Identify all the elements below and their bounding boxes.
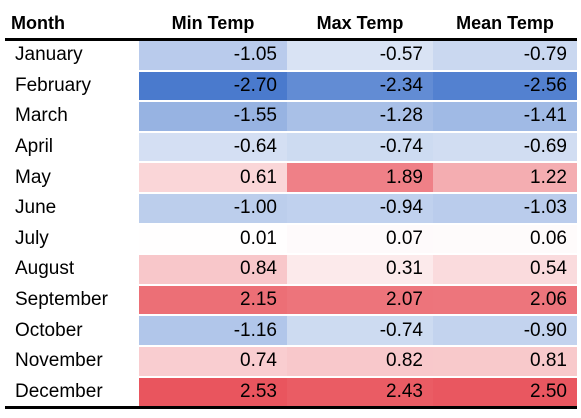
mean-temp-cell: -1.03 [433,192,577,225]
mean-temp-cell: 2.50 [433,376,577,410]
mean-temp-cell: -1.41 [433,101,577,133]
table-row: September 2.15 2.07 2.06 [5,284,577,317]
min-temp-cell: -1.05 [139,39,287,72]
table-row: December 2.53 2.43 2.50 [5,376,577,410]
month-cell: August [5,254,139,286]
min-temp-cell: 2.15 [139,284,287,317]
table-body: January -1.05 -0.57 -0.79 February -2.70 -2.34… [5,39,577,410]
month-cell: April [5,131,139,164]
month-cell: September [5,284,139,317]
table-row: April -0.64 -0.74 -0.69 [5,131,577,164]
month-column-header: Month [5,0,139,41]
table-row: June -1.00 -0.94 -1.03 [5,192,577,225]
mean-temp-cell: 0.54 [433,254,577,286]
max-temp-cell: -0.74 [287,131,433,164]
min-temp-cell: -1.00 [139,192,287,225]
heatmap-table: Month Min Temp Max Temp Mean Temp Januar… [5,0,577,410]
mean-temp-cell: 0.06 [433,223,577,256]
month-cell: July [5,223,139,256]
max-temp-cell: -0.57 [287,39,433,72]
header-row: Month Min Temp Max Temp Mean Temp [5,0,577,41]
table-row: November 0.74 0.82 0.81 [5,345,577,378]
mean-temp-cell: -0.69 [433,131,577,164]
max-temp-cell: 2.43 [287,376,433,410]
min-temp-cell: -1.16 [139,315,287,347]
table-row: July 0.01 0.07 0.06 [5,223,577,256]
max-temp-cell: 2.07 [287,284,433,317]
min-temp-cell: -0.64 [139,131,287,164]
min-temp-cell: -2.70 [139,70,287,103]
max-temp-cell: 0.07 [287,223,433,256]
min-temp-cell: 0.74 [139,345,287,378]
max-temp-column-header: Max Temp [287,0,433,41]
max-temp-cell: 0.82 [287,345,433,378]
max-temp-cell: -2.34 [287,70,433,103]
month-cell: October [5,315,139,347]
table-row: March -1.55 -1.28 -1.41 [5,101,577,133]
max-temp-cell: -1.28 [287,101,433,133]
mean-temp-column-header: Mean Temp [433,0,577,41]
month-cell: November [5,345,139,378]
month-cell: December [5,376,139,410]
table-row: May 0.61 1.89 1.22 [5,162,577,194]
month-cell: June [5,192,139,225]
min-temp-cell: 0.84 [139,254,287,286]
month-cell: March [5,101,139,133]
min-temp-cell: 0.01 [139,223,287,256]
max-temp-cell: -0.74 [287,315,433,347]
month-cell: May [5,162,139,194]
min-temp-cell: 0.61 [139,162,287,194]
month-cell: January [5,39,139,72]
mean-temp-cell: -0.90 [433,315,577,347]
table-row: January -1.05 -0.57 -0.79 [5,39,577,72]
min-temp-cell: -1.55 [139,101,287,133]
mean-temp-cell: -0.79 [433,39,577,72]
mean-temp-cell: -2.56 [433,70,577,103]
max-temp-cell: -0.94 [287,192,433,225]
max-temp-cell: 0.31 [287,254,433,286]
min-temp-column-header: Min Temp [139,0,287,41]
mean-temp-cell: 1.22 [433,162,577,194]
table-row: February -2.70 -2.34 -2.56 [5,70,577,103]
min-temp-cell: 2.53 [139,376,287,410]
table-row: August 0.84 0.31 0.54 [5,254,577,286]
mean-temp-cell: 0.81 [433,345,577,378]
month-cell: February [5,70,139,103]
table-row: October -1.16 -0.74 -0.90 [5,315,577,347]
mean-temp-cell: 2.06 [433,284,577,317]
max-temp-cell: 1.89 [287,162,433,194]
